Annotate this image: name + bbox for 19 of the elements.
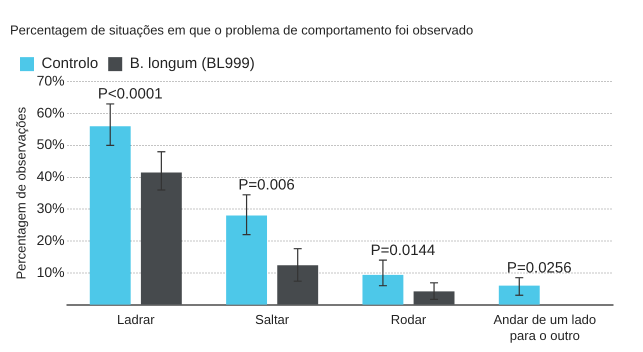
legend-label: B. longum (BL999): [130, 55, 255, 72]
x-tick-label: Rodar: [390, 312, 427, 328]
x-tick-label: Saltar: [255, 312, 290, 328]
y-tick-label: 20%: [36, 232, 65, 248]
y-tick-label: 30%: [36, 200, 65, 216]
y-axis-title: Percentagem de observações: [13, 106, 28, 280]
chart-title: Percentagem de situações em que o problema de comportamento foi observado: [10, 22, 474, 38]
y-tick-label: 60%: [36, 104, 65, 120]
annotation: P=0.0144: [370, 242, 436, 259]
x-tick-label: Andar de um lado para o outro: [494, 312, 596, 343]
y-tick-label: 50%: [36, 136, 65, 152]
y-tick-label: 40%: [36, 168, 65, 184]
x-tick-label: Ladrar: [117, 312, 156, 328]
y-tick-label: 70%: [36, 72, 65, 88]
legend-label: Controlo: [42, 55, 98, 72]
annotation: P=0.0256: [506, 259, 572, 276]
annotation: P=0.006: [238, 176, 295, 194]
annotation: P<0.0001: [98, 86, 163, 103]
y-tick-label: 10%: [36, 264, 65, 280]
